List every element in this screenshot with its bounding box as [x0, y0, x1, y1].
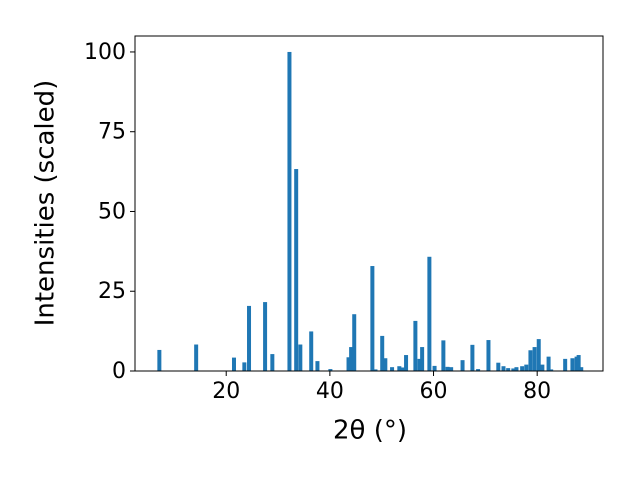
- x-tick-label: 80: [523, 379, 551, 404]
- bar: [420, 347, 425, 371]
- bar: [570, 358, 575, 371]
- y-tick-label: 0: [112, 359, 126, 384]
- x-tick-label: 20: [212, 379, 240, 404]
- bar: [579, 367, 584, 371]
- bar: [328, 369, 333, 371]
- bar: [294, 169, 299, 371]
- bar: [460, 360, 465, 371]
- bar: [263, 302, 268, 371]
- bar: [373, 369, 378, 371]
- bar: [501, 366, 506, 371]
- bar: [400, 367, 405, 371]
- bar: [270, 354, 275, 371]
- bar: [520, 366, 525, 371]
- bar: [397, 366, 402, 371]
- bar: [247, 305, 252, 371]
- bar: [242, 362, 247, 371]
- y-tick-label: 25: [98, 279, 126, 304]
- bar: [496, 362, 501, 371]
- x-axis-label: 2θ (°): [333, 416, 407, 446]
- y-tick-label: 75: [98, 120, 126, 145]
- y-axis-label: Intensities (scaled): [31, 80, 61, 327]
- bar: [413, 320, 418, 371]
- bar: [352, 314, 357, 371]
- x-tick-label: 60: [420, 379, 448, 404]
- y-tick-label: 100: [84, 40, 126, 65]
- bar: [449, 367, 454, 371]
- bar: [309, 331, 314, 371]
- bar: [349, 347, 354, 371]
- bar: [427, 256, 432, 371]
- y-tick-label: 50: [98, 199, 126, 224]
- bar: [380, 335, 385, 371]
- bar: [549, 369, 554, 371]
- bar: [404, 355, 409, 371]
- bar: [540, 364, 545, 371]
- bar: [524, 364, 529, 371]
- bar: [528, 350, 533, 371]
- bar: [417, 358, 422, 371]
- bar: [445, 366, 450, 371]
- bar: [536, 339, 541, 371]
- bar: [576, 355, 581, 371]
- bar: [506, 368, 511, 371]
- x-tick-label: 40: [316, 379, 344, 404]
- bar: [370, 266, 375, 371]
- bar: [476, 369, 481, 371]
- bar: [470, 344, 475, 371]
- bar: [546, 356, 551, 371]
- bar: [157, 349, 162, 371]
- bar: [346, 357, 351, 371]
- bar: [298, 344, 303, 371]
- bar: [511, 368, 516, 371]
- bar: [383, 358, 388, 371]
- bar: [194, 344, 199, 371]
- bar: [563, 358, 568, 371]
- bar: [231, 357, 236, 371]
- bar: [574, 356, 579, 371]
- bar: [390, 367, 395, 371]
- bar: [432, 365, 437, 371]
- bar: [287, 51, 292, 371]
- bar: [486, 340, 491, 371]
- plot-frame: [134, 35, 604, 372]
- bar: [441, 340, 446, 371]
- bar: [514, 367, 519, 371]
- bar: [315, 361, 320, 371]
- bar: [532, 347, 537, 371]
